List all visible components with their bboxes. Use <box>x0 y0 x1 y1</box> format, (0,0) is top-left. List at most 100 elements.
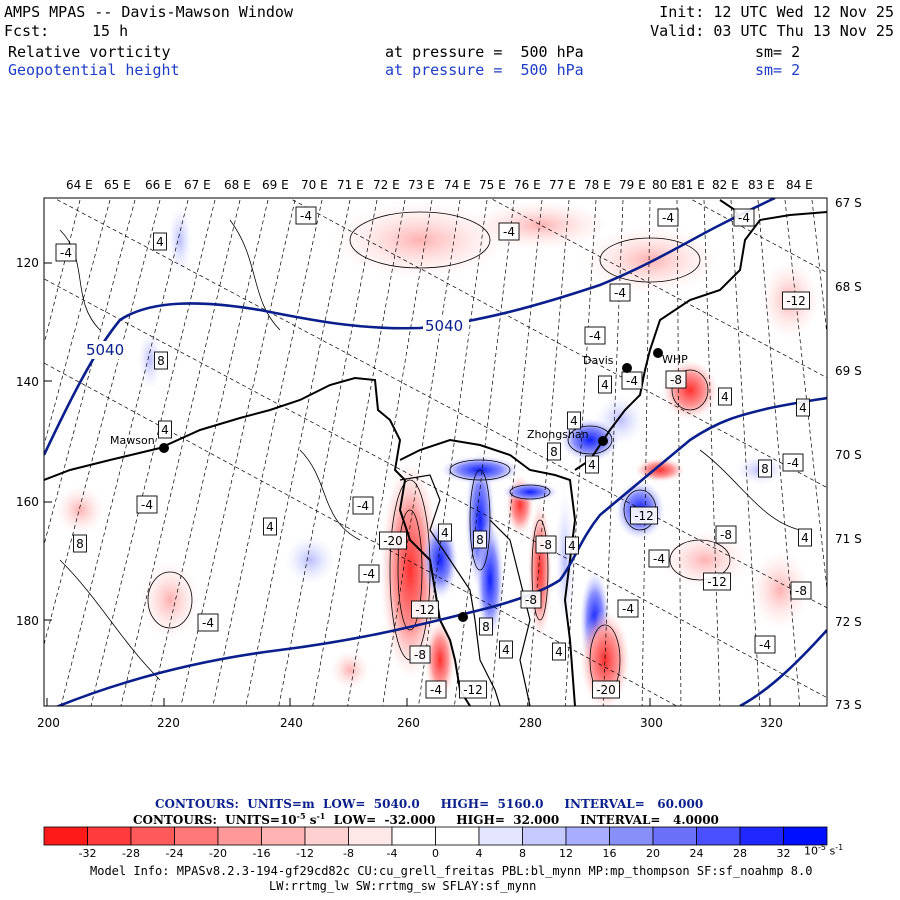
vorticity-label-box <box>782 291 810 310</box>
lon-label: 65 E <box>104 178 131 192</box>
vorticity-label: -4 <box>300 209 312 223</box>
vorticity-label-box <box>621 371 643 390</box>
vorticity-label: -20 <box>383 534 403 548</box>
vorticity-label-box <box>565 536 579 555</box>
vorticity-label-box <box>630 506 658 525</box>
colorbar-swatch <box>261 826 306 846</box>
colorbar-tick-label: -16 <box>252 847 271 860</box>
lat-label: 69 S <box>835 364 862 378</box>
lon-label: 84 E <box>786 178 813 192</box>
forecast-label: Fcst: <box>4 22 50 40</box>
vorticity-label-box <box>584 326 606 345</box>
vorticity-label: -12 <box>415 603 435 617</box>
field1-pressure: at pressure = 500 hPa <box>385 43 584 61</box>
colorbar-swatch <box>435 826 480 846</box>
x-tick-label: 220 <box>157 716 180 730</box>
colorbar-tick-label: -8 <box>343 847 354 860</box>
vorticity-label-box <box>352 496 374 515</box>
y-tick-label: 120 <box>16 256 39 270</box>
vorticity-label: -4 <box>141 498 153 512</box>
colorbar-tick-label: -12 <box>296 847 314 860</box>
height-label-bg <box>84 341 130 359</box>
vorticity-label: -4 <box>626 374 638 388</box>
height-contour-label: 5040 <box>425 317 463 335</box>
lat-label: 67 S <box>835 196 862 210</box>
vorticity-label: 4 <box>568 539 576 553</box>
init-time: Init: 12 UTC Wed 12 Nov 25 <box>659 3 894 21</box>
station-marker-zhongshan <box>598 436 608 446</box>
colorbar-tick-label: 16 <box>602 847 617 860</box>
colorbar-swatch <box>783 826 828 846</box>
colorbar-tick-label: 8 <box>519 847 526 860</box>
vorticity-label-box <box>790 581 812 600</box>
colorbar-swatch <box>130 826 175 846</box>
station-marker-davis <box>622 363 632 373</box>
vorticity-label: -12 <box>463 683 483 697</box>
lon-label: 78 E <box>584 178 611 192</box>
vorticity-contour-high: HIGH= 32.000 <box>456 813 560 827</box>
vorticity-label-box <box>295 206 317 225</box>
vorticity-label: -4 <box>614 286 626 300</box>
colorbar-unit-exp2: -1 <box>835 843 844 852</box>
lon-label: 70 E <box>301 178 328 192</box>
y-tick-label: 160 <box>16 495 39 509</box>
x-tick-label: 320 <box>760 716 783 730</box>
station-marker-extra <box>458 612 468 622</box>
station-marker-mawson <box>159 443 169 453</box>
vorticity-label-box <box>411 600 439 619</box>
colorbar-swatch <box>304 826 349 846</box>
valid-time: Valid: 03 UTC Thu 13 Nov 25 <box>650 22 894 40</box>
colorbar-unit-base: 10 <box>804 844 818 858</box>
lon-label: 80 E <box>652 178 679 192</box>
vorticity-label: 4 <box>502 643 510 657</box>
field2-pressure: at pressure = 500 hPa <box>385 61 584 79</box>
model-info-line2: LW:rrtmg_lw SW:rrtmg_sw SFLAY:sf_mynn <box>269 879 537 893</box>
colorbar-swatch <box>478 826 523 846</box>
vorticity-label: 8 <box>476 533 484 547</box>
lon-label: 72 E <box>373 178 400 192</box>
height-contour-info: CONTOURS: UNITS=m LOW= 5040.0 HIGH= 5160… <box>155 797 703 811</box>
vorticity-label-box <box>547 442 561 461</box>
vorticity-label: 4 <box>441 526 449 540</box>
vorticity-label-box <box>263 517 277 536</box>
x-axis-labels: 200 220 240 260 280 300 320 <box>37 716 783 730</box>
vorticity-label: -4 <box>589 329 601 343</box>
vorticity-label-box <box>648 549 670 568</box>
colorbar-swatch <box>391 826 436 846</box>
right-latitude-labels: 67 S 68 S 69 S 70 S 71 S 72 S 73 S <box>835 196 862 712</box>
colorbar-swatch <box>87 826 132 846</box>
colorbar-tick-label: 4 <box>475 847 483 860</box>
colorbar-unit: 10-5 s-1 <box>804 843 843 858</box>
colorbar-tick-label: 0 <box>432 847 439 860</box>
colorbar-unit-s: s <box>825 844 836 858</box>
colorbar-tick-label: 28 <box>733 847 747 860</box>
colorbar-swatch <box>174 826 219 846</box>
colorbar-tick-label: -4 <box>386 847 398 860</box>
colorbar-tick-label: -20 <box>209 847 227 860</box>
vorticity-label: -8 <box>414 648 426 662</box>
vorticity-label-box <box>733 208 755 227</box>
lon-label: 68 E <box>224 178 251 192</box>
x-tick-label: 280 <box>519 716 542 730</box>
vorticity-label: 8 <box>761 462 769 476</box>
vorticity-label: -8 <box>795 584 807 598</box>
vorticity-label-box <box>158 420 172 439</box>
vorticity-label: 4 <box>588 458 596 472</box>
vorticity-label: -4 <box>363 567 375 581</box>
vorticity-contour-units: CONTOURS: UNITS=10 <box>133 813 297 827</box>
lat-label: 73 S <box>835 698 862 712</box>
vorticity-label-box <box>473 530 487 549</box>
vorticity-label: -4 <box>357 499 369 513</box>
lat-label: 68 S <box>835 280 862 294</box>
vorticity-label-box <box>409 645 431 664</box>
colorbar-swatch <box>565 826 610 846</box>
vorticity-label-box <box>567 411 581 430</box>
height-contour-units: CONTOURS: UNITS=m LOW= 5040.0 <box>155 797 420 811</box>
vorticity-label: 4 <box>799 401 807 415</box>
vorticity-label-box <box>154 351 168 370</box>
vorticity-label: 4 <box>721 390 729 404</box>
colorbar-tick-label: -28 <box>122 847 140 860</box>
vorticity-label: -4 <box>430 683 442 697</box>
x-tick-label: 300 <box>640 716 663 730</box>
